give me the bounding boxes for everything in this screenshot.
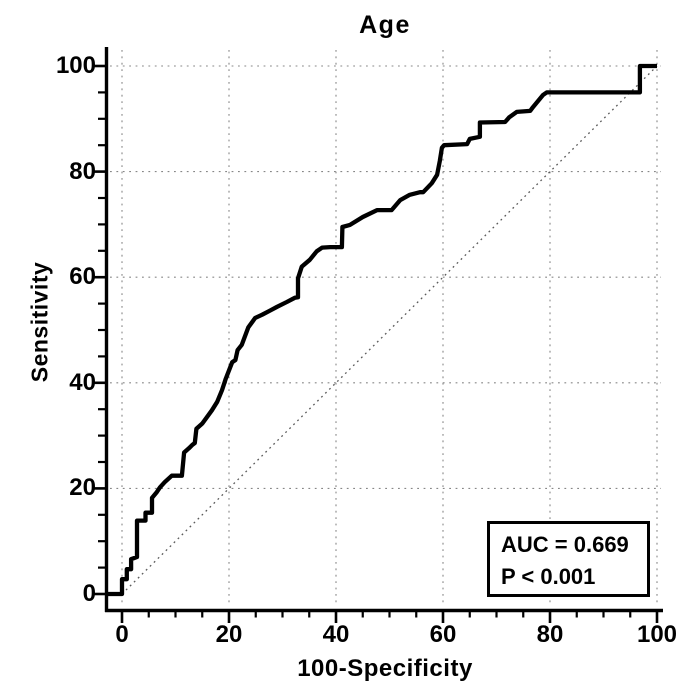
p-value-text: P < 0.001 bbox=[501, 564, 596, 589]
x-tick-label-60: 60 bbox=[429, 621, 457, 648]
roc-curve bbox=[106, 63, 657, 597]
reference-diagonal-line bbox=[121, 65, 658, 595]
auc-annotation-box: AUC = 0.669 P < 0.001 bbox=[487, 521, 650, 597]
y-tick-label-0: 0 bbox=[82, 580, 96, 607]
auc-value-text: AUC = 0.669 bbox=[501, 532, 629, 557]
x-tick-label-20: 20 bbox=[215, 621, 243, 648]
y-tick-label-60: 60 bbox=[69, 263, 96, 291]
x-tick-label-80: 80 bbox=[536, 621, 564, 648]
x-tick-label-40: 40 bbox=[322, 621, 350, 648]
y-tick-label-20: 20 bbox=[69, 474, 96, 502]
chart-title: Age bbox=[359, 11, 411, 39]
y-tick-label-80: 80 bbox=[69, 157, 96, 185]
y-tick-label-40: 40 bbox=[69, 368, 96, 396]
x-tick-label-100: 100 bbox=[636, 621, 678, 648]
x-tick-label-0: 0 bbox=[115, 621, 129, 648]
y-tick-label-100: 100 bbox=[55, 52, 96, 79]
x-axis-title: 100-Specificity bbox=[297, 655, 473, 682]
